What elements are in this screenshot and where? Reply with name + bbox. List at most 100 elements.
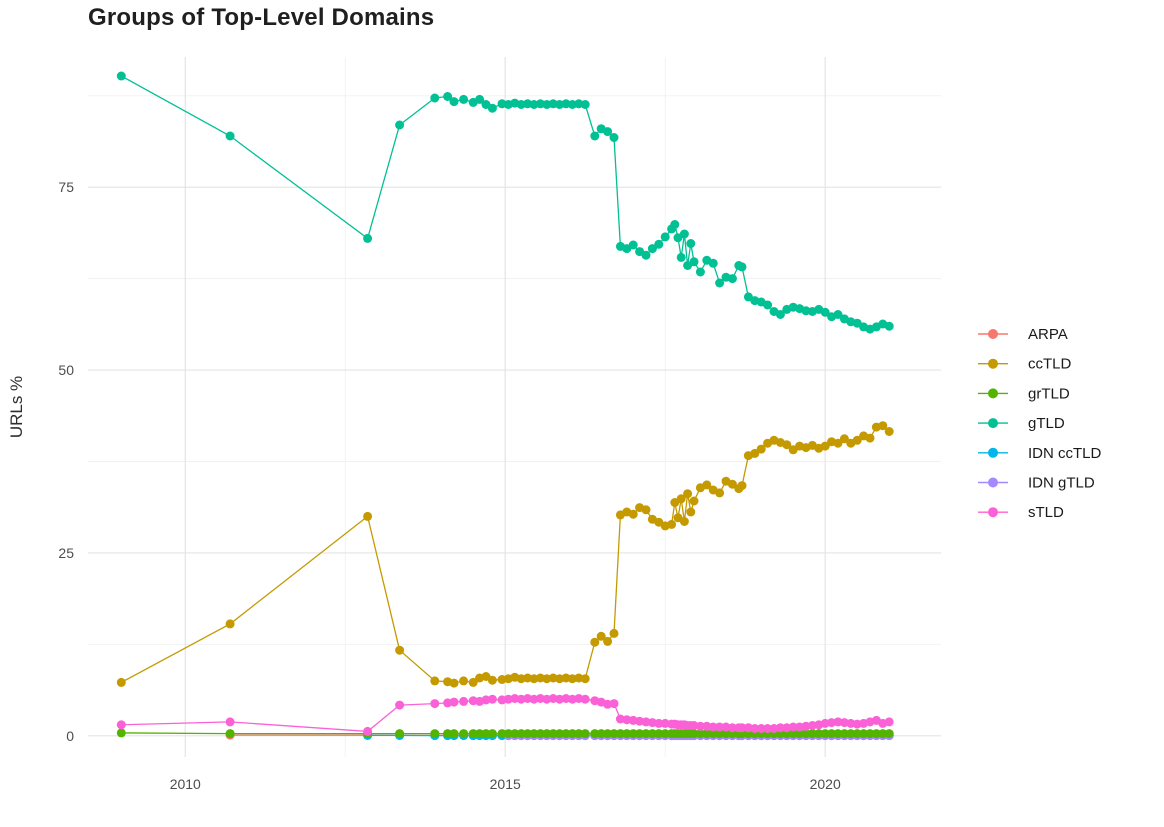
data-point xyxy=(555,729,565,739)
legend-key-dot xyxy=(988,447,998,458)
data-point xyxy=(449,729,459,739)
data-point xyxy=(689,496,699,506)
data-point xyxy=(443,92,453,101)
data-point xyxy=(580,100,590,109)
data-point xyxy=(654,239,664,249)
data-point xyxy=(363,233,373,243)
data-point xyxy=(839,729,849,739)
data-point xyxy=(395,645,405,655)
legend-item-grtld: grTLD xyxy=(978,385,1070,402)
data-point xyxy=(686,507,696,517)
data-point xyxy=(609,628,619,638)
data-point xyxy=(782,440,792,450)
data-point xyxy=(580,729,590,739)
legend-key-dot xyxy=(988,388,998,399)
series-gtld xyxy=(116,71,894,334)
data-point xyxy=(695,721,705,731)
data-point xyxy=(395,729,405,739)
data-point xyxy=(497,729,507,739)
data-point xyxy=(820,307,830,317)
legend-key-dot xyxy=(988,358,998,369)
y-axis-tick-label: 50 xyxy=(58,362,74,378)
legend-label: sTLD xyxy=(1028,504,1064,521)
data-point xyxy=(715,488,725,498)
data-point xyxy=(756,724,766,733)
data-point xyxy=(727,274,737,284)
x-axis-tick-label: 2015 xyxy=(490,776,521,792)
data-point xyxy=(833,310,843,319)
data-point xyxy=(670,220,680,229)
data-point xyxy=(660,232,670,242)
data-point xyxy=(695,729,705,739)
data-point xyxy=(788,729,798,739)
data-point xyxy=(363,511,373,521)
data-point xyxy=(459,94,469,104)
legend-key-dot xyxy=(988,507,998,518)
data-point xyxy=(574,729,584,739)
data-point xyxy=(475,94,485,104)
data-point xyxy=(827,729,837,739)
data-point xyxy=(676,494,686,504)
data-point xyxy=(225,729,235,739)
data-point xyxy=(529,729,539,739)
data-point xyxy=(395,700,405,710)
data-point xyxy=(641,505,651,515)
data-point xyxy=(715,278,725,288)
data-point xyxy=(503,729,513,739)
data-point xyxy=(487,694,497,704)
data-point xyxy=(750,448,760,458)
data-point xyxy=(487,103,497,113)
data-point xyxy=(801,729,811,739)
data-point xyxy=(820,729,830,739)
data-point xyxy=(763,724,773,733)
data-point xyxy=(548,729,558,739)
data-point xyxy=(750,724,760,733)
data-point xyxy=(603,636,613,646)
data-point xyxy=(628,509,638,519)
data-point xyxy=(609,699,619,709)
legend-label: ccTLD xyxy=(1028,356,1072,373)
data-point xyxy=(852,729,862,739)
legend-item-stld: sTLD xyxy=(978,504,1064,521)
data-point xyxy=(721,729,731,739)
data-point xyxy=(561,729,571,739)
data-point xyxy=(459,676,469,686)
data-point xyxy=(487,729,497,739)
data-point xyxy=(852,435,862,445)
data-point xyxy=(737,481,747,491)
legend-label: ARPA xyxy=(1028,326,1068,343)
data-point xyxy=(430,729,440,739)
data-point xyxy=(468,729,478,739)
data-point xyxy=(689,729,699,739)
data-point xyxy=(635,729,645,739)
data-point xyxy=(116,71,126,81)
y-axis-tick-label: 0 xyxy=(66,728,74,744)
gridlines xyxy=(88,57,941,757)
data-point xyxy=(702,729,712,739)
data-point xyxy=(679,517,689,526)
data-point xyxy=(225,619,235,629)
data-point xyxy=(116,677,126,687)
legend-item-idn-cctld: IDN ccTLD xyxy=(978,445,1102,462)
data-point xyxy=(535,729,545,739)
data-point xyxy=(679,229,689,239)
legend: ARPA ccTLD grTLD gTLD IDN ccTLD IDN gTLD sTLD xyxy=(978,326,1102,521)
data-point xyxy=(590,637,600,647)
data-point xyxy=(443,729,453,739)
data-point xyxy=(596,729,606,739)
series-cctld xyxy=(116,421,894,688)
data-point xyxy=(689,257,699,267)
data-point xyxy=(430,676,440,686)
data-point xyxy=(622,729,632,739)
data-point xyxy=(715,729,725,739)
data-point xyxy=(884,321,894,331)
data-point xyxy=(788,722,798,732)
legend-label: gTLD xyxy=(1028,415,1065,432)
data-point xyxy=(775,310,785,319)
data-point xyxy=(647,729,657,739)
data-point xyxy=(727,723,737,733)
data-point xyxy=(795,729,805,739)
data-point xyxy=(865,433,875,443)
data-point xyxy=(871,729,881,739)
